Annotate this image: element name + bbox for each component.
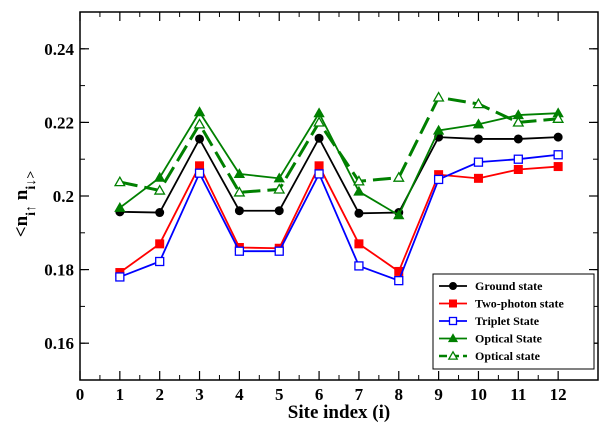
x-tick-label: 8 [395,385,404,404]
legend-label: Triplet State [475,314,540,328]
y-tick-label: 0.18 [44,261,74,280]
data-point [512,116,525,127]
data-point [392,171,405,182]
data-point [473,134,483,144]
data-point [393,209,405,220]
data-point [313,107,325,118]
data-point [155,256,165,267]
data-point [234,206,244,216]
data-point [274,246,284,256]
x-tick-label: 10 [470,385,487,404]
data-point [314,169,324,179]
data-point [154,171,166,182]
data-point [553,162,563,172]
x-tick-label: 5 [275,385,284,404]
data-point [553,150,563,160]
data-point [233,186,246,197]
data-point [354,208,364,218]
x-axis-label: Site index (i) [288,402,390,423]
y-tick-label: 0.22 [44,113,74,132]
y-tick-label: 0.16 [44,334,74,353]
data-point [153,184,166,195]
data-point [155,208,165,218]
data-point [513,154,523,164]
x-tick-label: 6 [315,385,324,404]
y-tick-label: 0.24 [44,40,74,59]
x-tick-label: 3 [195,385,204,404]
data-point [432,91,445,102]
data-point [432,124,445,135]
data-point [314,133,324,143]
x-tick-label: 11 [510,385,526,404]
legend-entry: Two-photon state [439,297,564,311]
data-point [354,261,364,271]
data-point [273,172,285,183]
series-3 [115,150,563,286]
data-point [353,185,365,196]
x-tick-label: 2 [155,385,164,404]
data-point [473,173,483,183]
data-point [354,239,364,249]
axis-ticks: 0 1 2 3 4 5 6 7 8 9 10 11 120.160.180.20.220.24 [44,11,598,404]
data-point [473,157,484,167]
legend-label: Two-photon state [475,297,564,311]
series-line [119,163,559,274]
data-point [513,165,523,175]
legend-entry: Optical state [439,349,541,363]
data-point [194,168,205,178]
legend-entry: Triplet State [439,314,540,328]
x-tick-label: 0 [76,385,85,404]
series-group [113,91,565,286]
x-tick-label: 4 [235,385,244,404]
data-point [195,134,205,144]
data-point [233,168,246,179]
data-point [353,175,365,186]
data-point [155,239,165,249]
data-point [472,97,485,109]
data-point [394,275,404,286]
data-point [114,201,126,212]
legend-marker [449,282,457,290]
series-line [119,136,559,215]
data-point [274,206,284,216]
y-axis-label-text: <ni↑ ni↓> [11,171,39,238]
data-point [193,118,206,129]
series-line [119,153,559,282]
data-point [193,106,206,117]
data-point [472,118,485,129]
legend: Ground state Two-photon state Triplet Stat… [432,273,595,370]
legend-marker [449,299,457,308]
legend-entry: Optical State [439,332,543,346]
legend-marker [448,316,458,326]
legend-label: Ground state [475,279,543,293]
data-point [115,272,125,282]
y-tick-label: 0.2 [53,187,74,206]
x-tick-label: 1 [116,385,125,404]
legend-marker [447,350,459,360]
x-tick-label: 12 [550,385,567,404]
x-tick-label: 9 [434,385,443,404]
data-point [314,161,324,171]
data-point [553,132,563,142]
legend-marker [447,333,459,343]
data-point [234,246,245,256]
legend-label: Optical state [475,349,541,363]
series-4 [114,106,564,220]
data-point [113,175,126,187]
data-point [313,116,325,127]
y-axis-label: <ni↑ ni↓> [11,171,39,238]
data-point [552,112,565,123]
data-point [513,134,523,144]
legend-entry: Ground state [439,279,543,293]
legend-label: Optical State [475,332,543,346]
series-line [119,95,559,194]
data-point [273,183,286,194]
series-5 [113,91,565,197]
x-tick-label: 7 [355,385,364,404]
data-point [433,174,444,185]
